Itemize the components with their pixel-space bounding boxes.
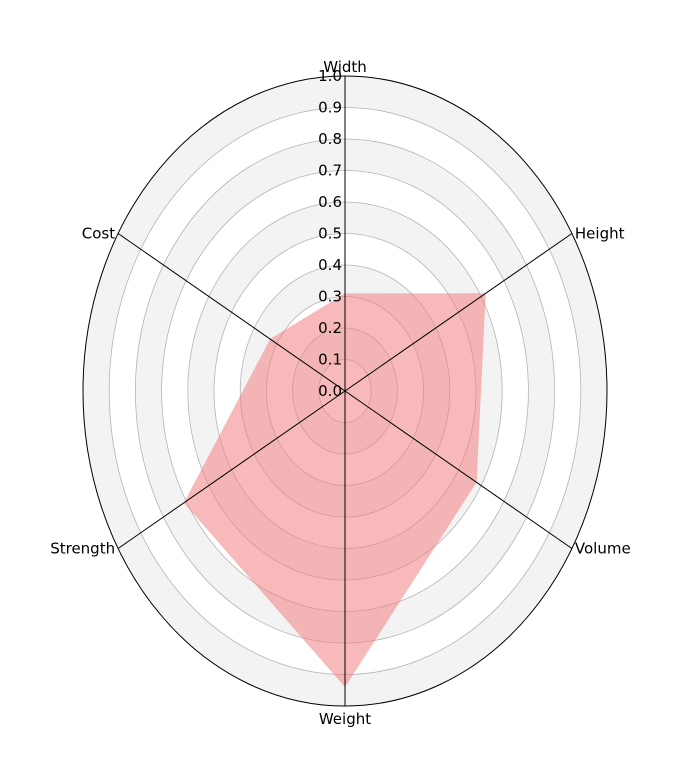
axis-label-width: Width: [323, 58, 367, 76]
tick-label: 0.0: [318, 382, 342, 400]
radar-spoke: [117, 233, 346, 392]
radar-spoke: [344, 233, 573, 392]
axis-label-strength: Strength: [50, 540, 115, 558]
axis-label-cost: Cost: [82, 225, 115, 243]
tick-label: 0.7: [318, 162, 342, 180]
tick-label: 0.1: [318, 351, 342, 369]
axis-label-weight: Weight: [319, 710, 371, 728]
tick-label: 0.3: [318, 288, 342, 306]
tick-label: 1.0: [318, 67, 342, 85]
tick-label: 0.9: [318, 99, 342, 117]
series-area: [183, 293, 486, 688]
axis-label-height: Height: [575, 225, 625, 243]
tick-label: 0.8: [318, 130, 342, 148]
radar-spoke: [344, 390, 573, 549]
radar-spoke: [117, 390, 346, 549]
tick-label: 0.2: [318, 319, 342, 337]
tick-label: 0.5: [318, 225, 342, 243]
axis-label-volume: Volume: [575, 540, 631, 558]
tick-label: 0.4: [318, 256, 342, 274]
tick-label: 0.6: [318, 193, 342, 211]
